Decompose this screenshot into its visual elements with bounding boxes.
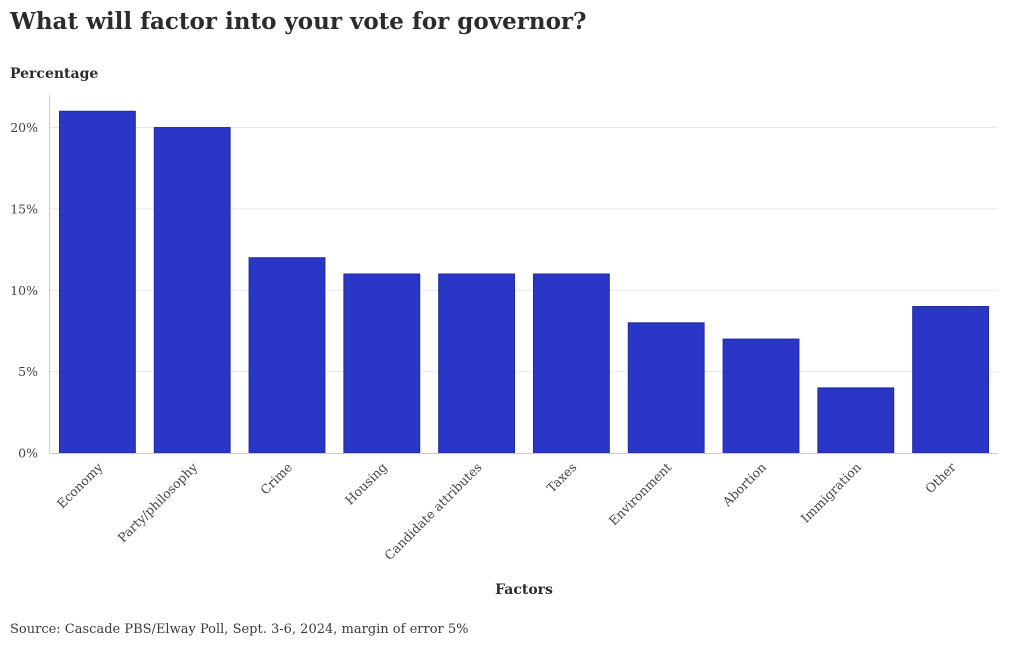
x-tick-label: Immigration: [798, 460, 864, 526]
y-tick-label: 10%: [10, 283, 38, 298]
y-tick-label: 5%: [18, 364, 38, 379]
y-tick-label: 0%: [18, 446, 38, 461]
x-tick-label: Abortion: [719, 460, 769, 510]
x-tick-label: Housing: [342, 460, 390, 508]
bar: [912, 306, 990, 454]
x-tick-label: Party/philosophy: [115, 459, 201, 545]
bar: [627, 322, 705, 454]
x-tick-label: Taxes: [544, 460, 580, 496]
bar: [153, 127, 231, 454]
bar: [438, 273, 516, 454]
source-note: Source: Cascade PBS/Elway Poll, Sept. 3-…: [10, 622, 469, 637]
x-axis-title: Factors: [495, 582, 553, 598]
x-tick-label: Environment: [606, 460, 675, 529]
y-axis-title: Percentage: [10, 66, 98, 82]
x-tick-label: Economy: [54, 459, 106, 511]
bar: [532, 273, 610, 454]
y-tick-label: 15%: [10, 201, 38, 216]
bar: [722, 338, 800, 454]
bar: [343, 273, 421, 454]
x-tick-label: Other: [922, 460, 959, 497]
chart-title: What will factor into your vote for gove…: [10, 8, 587, 35]
bar: [248, 257, 326, 454]
y-tick-label: 20%: [10, 120, 38, 135]
bar: [58, 110, 136, 454]
x-tick-label: Candidate attributes: [381, 460, 484, 563]
x-tick-label: Crime: [257, 460, 295, 498]
bar: [817, 387, 895, 454]
